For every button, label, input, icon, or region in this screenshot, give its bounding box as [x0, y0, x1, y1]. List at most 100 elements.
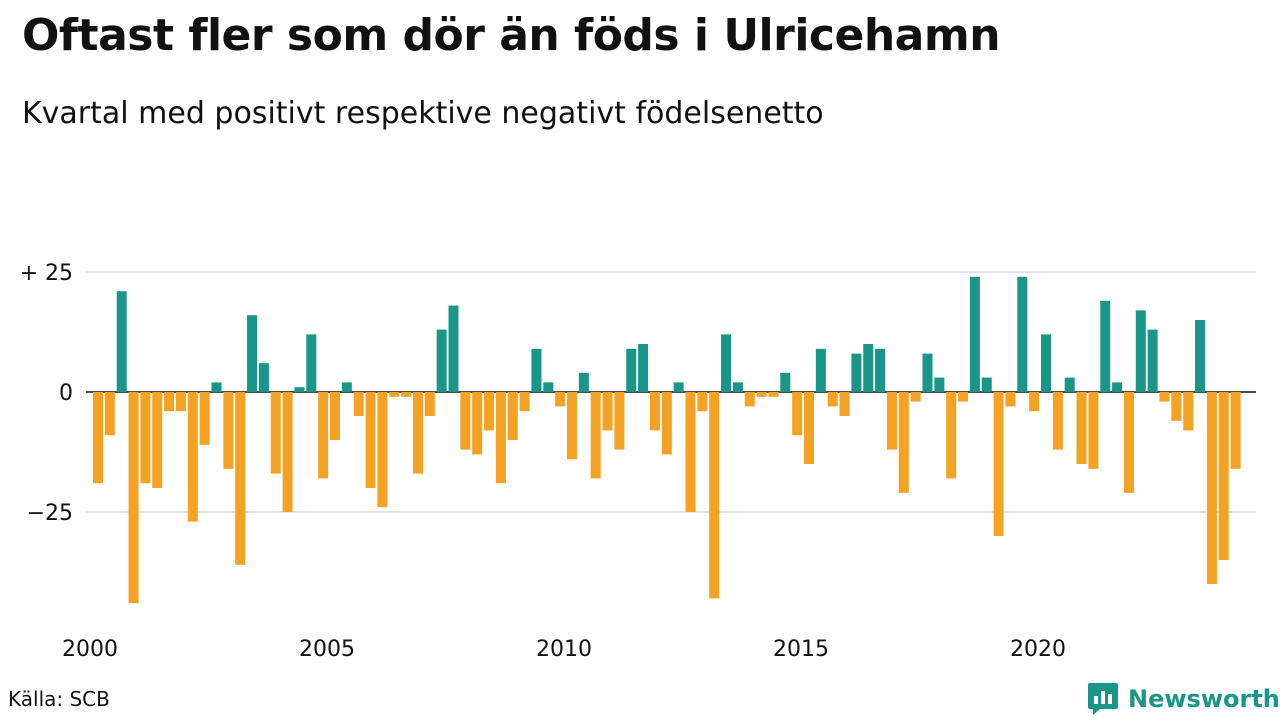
- bar-2015-q2[interactable]: [815, 348, 826, 392]
- bar-2009-q1[interactable]: [519, 392, 530, 412]
- bar-2022-q4[interactable]: [1171, 392, 1182, 421]
- bar-2008-q1[interactable]: [472, 392, 483, 455]
- bar-2002-q2[interactable]: [199, 392, 210, 445]
- bar-2007-q3[interactable]: [448, 305, 459, 392]
- bar-2020-q1[interactable]: [1041, 334, 1051, 392]
- bar-2003-q4[interactable]: [270, 392, 281, 474]
- bar-2005-q3[interactable]: [353, 392, 364, 416]
- bar-2005-q2[interactable]: [341, 382, 352, 392]
- bar-2007-q1[interactable]: [424, 392, 435, 416]
- bar-2023-q1[interactable]: [1183, 392, 1194, 431]
- bar-2009-q4[interactable]: [555, 392, 566, 407]
- bar-2002-q3[interactable]: [211, 382, 222, 392]
- bar-2021-q1[interactable]: [1088, 392, 1099, 469]
- bar-2016-q2[interactable]: [863, 344, 874, 392]
- bar-2020-q3[interactable]: [1064, 377, 1075, 392]
- bar-2019-q1[interactable]: [993, 392, 1004, 536]
- bar-2000-q1[interactable]: [93, 392, 103, 484]
- bar-2010-q2[interactable]: [578, 372, 589, 392]
- bar-2003-q1[interactable]: [235, 392, 246, 565]
- bar-2004-q4[interactable]: [318, 392, 329, 479]
- bar-2018-q3[interactable]: [969, 276, 980, 392]
- bar-2008-q2[interactable]: [484, 392, 495, 431]
- bar-2020-q4[interactable]: [1076, 392, 1087, 464]
- bar-2006-q3[interactable]: [401, 392, 412, 397]
- bar-2003-q3[interactable]: [258, 363, 269, 392]
- bar-2023-q3[interactable]: [1206, 392, 1217, 584]
- bar-2004-q1[interactable]: [282, 392, 293, 512]
- bar-2001-q3[interactable]: [164, 392, 175, 412]
- bar-2015-q3[interactable]: [827, 392, 838, 407]
- bar-2016-q3[interactable]: [875, 348, 886, 392]
- bar-2010-q4[interactable]: [602, 392, 613, 431]
- bar-2006-q1[interactable]: [377, 392, 388, 508]
- bar-2018-q4[interactable]: [981, 377, 992, 392]
- bar-2022-q1[interactable]: [1135, 310, 1146, 392]
- bar-2011-q3[interactable]: [638, 344, 649, 392]
- bar-2019-q2[interactable]: [1005, 392, 1016, 407]
- bar-2012-q2[interactable]: [673, 382, 684, 392]
- bar-2024-q1[interactable]: [1230, 392, 1241, 469]
- bar-2013-q3[interactable]: [732, 382, 743, 392]
- bar-2010-q1[interactable]: [567, 392, 577, 460]
- bar-2001-q1[interactable]: [140, 392, 151, 484]
- bar-2019-q4[interactable]: [1029, 392, 1040, 412]
- bar-2020-q2[interactable]: [1052, 392, 1063, 450]
- bar-2005-q4[interactable]: [365, 392, 376, 488]
- bar-2016-q1[interactable]: [851, 353, 862, 392]
- bar-2015-q1[interactable]: [804, 392, 814, 464]
- bar-2013-q4[interactable]: [744, 392, 755, 407]
- x-tick-label-2010: 2010: [536, 637, 592, 662]
- bar-2004-q3[interactable]: [306, 334, 317, 392]
- brand-logo[interactable]: Newsworthy: [1086, 681, 1280, 717]
- bar-2002-q1[interactable]: [187, 392, 198, 522]
- bar-2006-q4[interactable]: [412, 392, 423, 474]
- bar-2023-q2[interactable]: [1195, 320, 1206, 392]
- bar-2014-q1[interactable]: [756, 392, 767, 397]
- bar-2017-q2[interactable]: [910, 392, 921, 402]
- bar-2004-q2[interactable]: [294, 387, 305, 392]
- bar-2011-q4[interactable]: [649, 392, 660, 431]
- bar-2017-q4[interactable]: [934, 377, 945, 392]
- bar-2014-q3[interactable]: [780, 372, 791, 392]
- bar-2007-q4[interactable]: [460, 392, 471, 450]
- bar-2018-q1[interactable]: [946, 392, 957, 479]
- bar-2010-q3[interactable]: [590, 392, 601, 479]
- bar-2000-q2[interactable]: [104, 392, 115, 436]
- bar-2021-q2[interactable]: [1100, 300, 1111, 392]
- bar-2015-q4[interactable]: [839, 392, 850, 416]
- bar-2013-q2[interactable]: [721, 334, 732, 392]
- bar-2000-q4[interactable]: [128, 392, 139, 604]
- bar-2009-q2[interactable]: [531, 348, 542, 392]
- bar-2019-q3[interactable]: [1017, 276, 1028, 392]
- bar-2017-q1[interactable]: [898, 392, 909, 493]
- bar-2001-q4[interactable]: [175, 392, 186, 412]
- bar-2003-q2[interactable]: [247, 315, 258, 392]
- bar-2009-q3[interactable]: [543, 382, 554, 392]
- x-tick-label-2020: 2020: [1010, 637, 1066, 662]
- bar-2000-q3[interactable]: [116, 291, 127, 392]
- bar-2023-q4[interactable]: [1218, 392, 1229, 560]
- bar-2016-q4[interactable]: [886, 392, 897, 450]
- bar-2013-q1[interactable]: [709, 392, 720, 599]
- bar-2022-q2[interactable]: [1147, 329, 1158, 392]
- bar-2022-q3[interactable]: [1159, 392, 1170, 402]
- bar-2002-q4[interactable]: [223, 392, 234, 469]
- bar-2007-q2[interactable]: [436, 329, 447, 392]
- bar-2011-q1[interactable]: [614, 392, 625, 450]
- bar-2012-q3[interactable]: [685, 392, 696, 512]
- bar-2008-q3[interactable]: [495, 392, 506, 484]
- bar-2005-q1[interactable]: [330, 392, 340, 440]
- bar-2021-q3[interactable]: [1112, 382, 1123, 392]
- bar-2014-q4[interactable]: [792, 392, 803, 436]
- bar-2001-q2[interactable]: [152, 392, 163, 488]
- bar-2021-q4[interactable]: [1123, 392, 1134, 493]
- bar-2014-q2[interactable]: [768, 392, 779, 397]
- bar-2017-q3[interactable]: [922, 353, 933, 392]
- bar-2008-q4[interactable]: [507, 392, 518, 440]
- bar-2011-q2[interactable]: [626, 348, 637, 392]
- bar-2006-q2[interactable]: [389, 392, 400, 397]
- bar-2018-q2[interactable]: [958, 392, 969, 402]
- bar-2012-q1[interactable]: [661, 392, 672, 455]
- bar-2012-q4[interactable]: [697, 392, 708, 412]
